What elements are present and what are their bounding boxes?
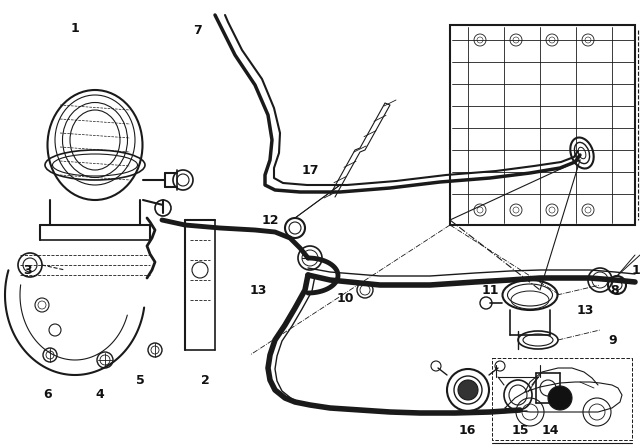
- Text: 15: 15: [511, 423, 529, 436]
- Circle shape: [458, 380, 478, 400]
- Text: 12: 12: [261, 214, 279, 227]
- Text: 9: 9: [609, 333, 618, 346]
- Text: 2: 2: [200, 374, 209, 387]
- Text: 13: 13: [250, 284, 267, 297]
- Text: 10: 10: [336, 292, 354, 305]
- Bar: [450, 25, 635, 225]
- Circle shape: [548, 386, 572, 410]
- Text: 13: 13: [576, 303, 594, 316]
- Text: 7: 7: [194, 23, 202, 36]
- Text: 16: 16: [458, 423, 476, 436]
- Text: 5: 5: [136, 374, 145, 387]
- Text: 12: 12: [631, 263, 640, 276]
- Text: 3: 3: [24, 263, 32, 276]
- Text: 1: 1: [70, 22, 79, 34]
- Text: 4: 4: [95, 388, 104, 401]
- Text: 17: 17: [301, 164, 319, 177]
- Text: 14: 14: [541, 423, 559, 436]
- Text: 11: 11: [481, 284, 499, 297]
- Text: 8: 8: [611, 284, 620, 297]
- Text: 6: 6: [44, 388, 52, 401]
